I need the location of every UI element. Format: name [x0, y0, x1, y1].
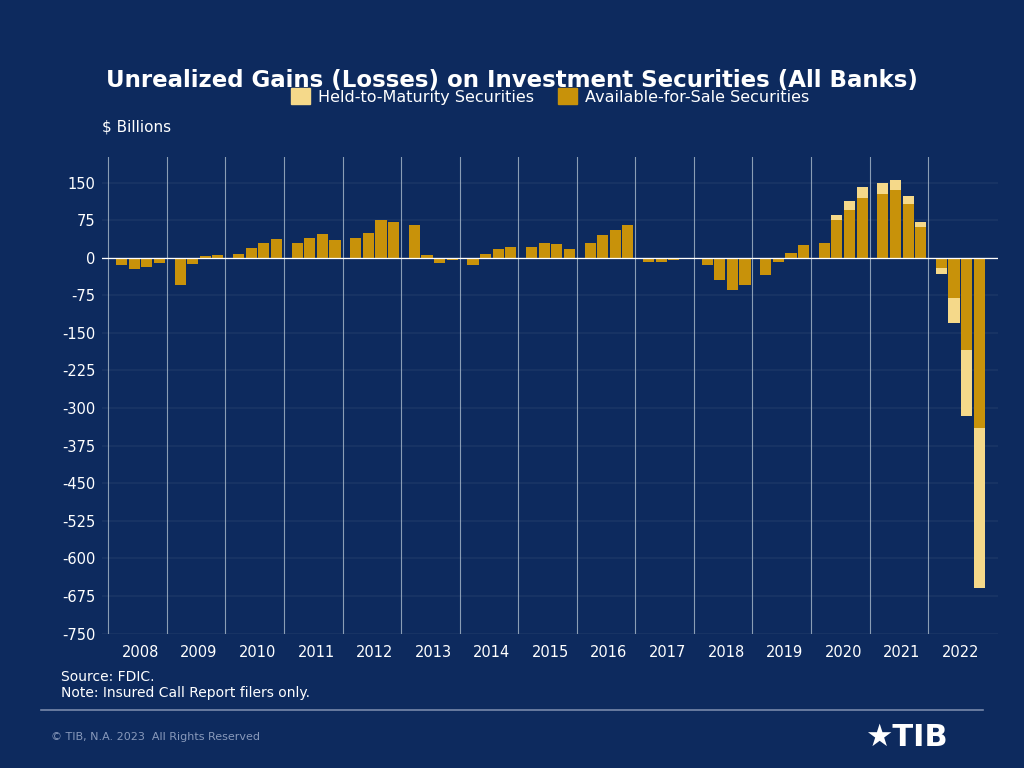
Bar [643, 258, 654, 262]
Bar [187, 258, 199, 263]
Bar [974, 258, 985, 428]
Bar [739, 258, 751, 285]
Bar [948, 258, 959, 298]
Bar [623, 225, 634, 258]
Bar [878, 194, 889, 258]
Bar [304, 237, 315, 258]
Bar [844, 210, 855, 258]
Bar [962, 258, 972, 350]
Bar [564, 249, 574, 258]
Legend: Held-to-Maturity Securities, Available-for-Sale Securities: Held-to-Maturity Securities, Available-f… [285, 82, 816, 111]
Text: Unrealized Gains (Losses) on Investment Securities (All Banks): Unrealized Gains (Losses) on Investment … [106, 69, 918, 92]
Bar [246, 247, 257, 258]
Bar [856, 197, 867, 258]
Bar [233, 253, 245, 258]
Text: Source: FDIC.
Note: Insured Call Report filers only.: Source: FDIC. Note: Insured Call Report … [61, 670, 310, 700]
Bar [890, 180, 901, 190]
Bar [316, 233, 328, 258]
Bar [422, 255, 432, 258]
Bar [585, 243, 596, 258]
Bar [819, 243, 829, 258]
Bar [493, 249, 504, 258]
Bar [526, 247, 537, 258]
Bar [727, 258, 738, 290]
Bar [915, 227, 927, 258]
Bar [129, 258, 139, 269]
Bar [292, 243, 303, 258]
Bar [936, 268, 947, 273]
Text: $ Billions: $ Billions [102, 119, 172, 134]
Bar [376, 220, 387, 258]
Bar [655, 258, 667, 262]
Bar [388, 222, 399, 258]
Bar [844, 201, 855, 210]
Bar [434, 258, 445, 263]
Bar [362, 233, 374, 258]
Bar [878, 183, 889, 194]
Text: © TIB, N.A. 2023  All Rights Reserved: © TIB, N.A. 2023 All Rights Reserved [51, 732, 260, 743]
Bar [141, 258, 153, 266]
Bar [539, 243, 550, 258]
Bar [773, 258, 784, 262]
Bar [760, 258, 771, 275]
Bar [890, 190, 901, 258]
Bar [116, 258, 127, 265]
Bar [831, 220, 843, 258]
Bar [330, 240, 341, 258]
Bar [350, 237, 361, 258]
Bar [681, 258, 692, 259]
Bar [480, 253, 492, 258]
Bar [609, 230, 621, 258]
Bar [948, 298, 959, 323]
Bar [409, 225, 420, 258]
Bar [902, 204, 913, 258]
Bar [701, 258, 713, 265]
Bar [200, 257, 211, 258]
Bar [669, 258, 679, 260]
Text: ★TIB: ★TIB [865, 723, 947, 752]
Bar [154, 258, 165, 263]
Bar [974, 428, 985, 588]
Bar [174, 258, 185, 285]
Bar [446, 258, 458, 260]
Bar [831, 215, 843, 220]
Bar [962, 350, 972, 415]
Bar [505, 247, 516, 258]
Bar [467, 258, 478, 265]
Bar [271, 239, 282, 258]
Bar [714, 258, 725, 280]
Bar [597, 235, 608, 258]
Bar [936, 258, 947, 268]
Bar [551, 243, 562, 258]
Bar [798, 245, 809, 258]
Bar [856, 187, 867, 197]
Bar [785, 253, 797, 258]
Bar [258, 243, 269, 258]
Bar [915, 222, 927, 227]
Bar [212, 255, 223, 258]
Bar [902, 196, 913, 204]
